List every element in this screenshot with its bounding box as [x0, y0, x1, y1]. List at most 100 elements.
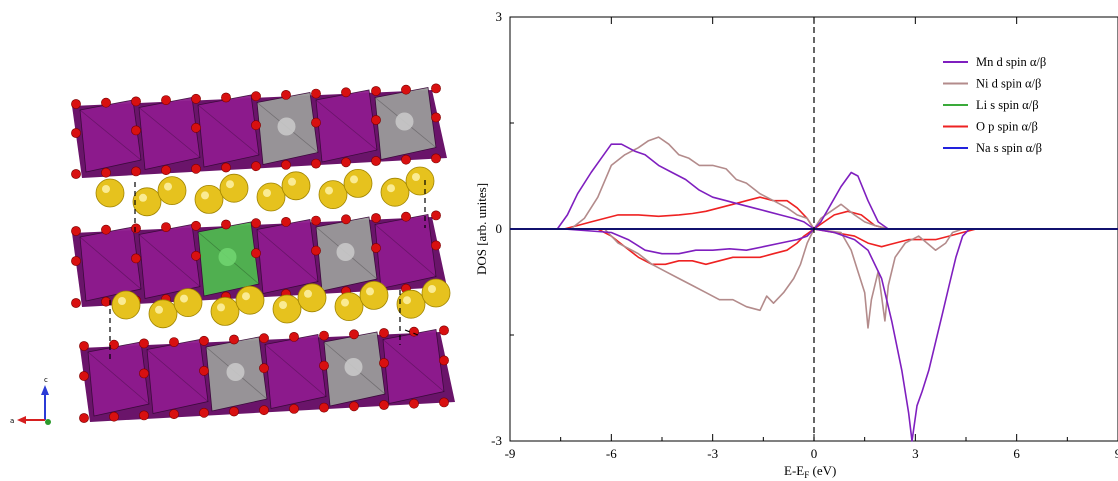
- oxygen-atom: [101, 167, 111, 178]
- mn-octahedron: [146, 339, 209, 414]
- oxygen-atom: [319, 360, 329, 371]
- x-axis-label: E-EF (eV): [784, 463, 836, 480]
- sodium-atom: [219, 173, 249, 203]
- oxygen-atom: [311, 117, 321, 128]
- oxygen-atom: [379, 358, 389, 368]
- sodium-atom: [173, 288, 203, 318]
- ni-atom: [395, 112, 414, 131]
- oxygen-atom: [161, 222, 171, 232]
- oxygen-atom: [401, 84, 411, 95]
- oxygen-atom: [191, 220, 201, 231]
- x-tick-label: 9: [1115, 446, 1118, 461]
- oxygen-atom: [109, 339, 119, 350]
- octahedral-layer: [71, 210, 447, 308]
- oxygen-atom: [341, 87, 351, 98]
- sodium-atom: [318, 180, 348, 210]
- sodium-layer: [111, 278, 451, 329]
- oxygen-atom: [131, 253, 141, 264]
- oxygen-atom: [101, 296, 111, 307]
- oxygen-atom: [319, 330, 329, 341]
- c-axis-label: c: [44, 376, 48, 384]
- sodium-atom: [396, 289, 426, 319]
- mn-octahedron: [138, 97, 201, 170]
- oxygen-atom: [221, 92, 231, 103]
- sodium-atom: [132, 187, 162, 217]
- sodium-atom: [359, 280, 389, 310]
- oxygen-atom: [79, 341, 89, 351]
- oxygen-atom: [71, 256, 81, 266]
- oxygen-atom: [259, 363, 269, 374]
- ni-atom: [344, 358, 363, 376]
- oxygen-atom: [131, 223, 141, 234]
- x-tick-label: 0: [811, 446, 818, 461]
- x-axis-label-subscript: F: [804, 470, 809, 480]
- legend-entry: O p spin α/β: [976, 120, 1038, 134]
- oxygen-atom: [199, 407, 209, 418]
- oxygen-atom: [281, 159, 291, 170]
- legend-entry: Li s spin α/β: [976, 98, 1039, 112]
- oxygen-atom: [439, 355, 449, 366]
- a-axis-label: a: [10, 417, 14, 425]
- sodium-atom: [272, 294, 302, 324]
- oxygen-atom: [319, 402, 329, 413]
- oxygen-atom: [139, 410, 149, 421]
- oxygen-atom: [191, 163, 201, 174]
- axis-indicator: c a: [10, 376, 51, 425]
- oxygen-atom: [409, 398, 419, 409]
- y-tick-label: 0: [496, 221, 503, 236]
- sodium-atom: [256, 182, 286, 212]
- oxygen-atom: [371, 243, 381, 253]
- mn-octahedron: [315, 89, 378, 163]
- oxygen-atom: [251, 120, 261, 131]
- oxygen-atom: [229, 406, 239, 417]
- oxygen-atom: [161, 165, 171, 175]
- dos-chart: -9 -6 -3 0 3 6 9 -3 0 3 Mn d spin α/β Ni d spin α/…: [474, 9, 1118, 480]
- oxygen-atom: [259, 405, 269, 416]
- mn-octahedron: [79, 226, 142, 302]
- oxygen-atom: [311, 88, 321, 99]
- x-tick-label: 6: [1013, 446, 1020, 461]
- oxygen-atom: [191, 122, 201, 133]
- oxygen-atom: [371, 86, 381, 96]
- series-line-mn-up: [510, 143, 1118, 230]
- sodium-atom: [95, 178, 125, 208]
- oxygen-atom: [349, 329, 359, 340]
- oxygen-atom: [311, 245, 321, 256]
- sodium-atom: [148, 299, 178, 329]
- mn-octahedron: [197, 94, 260, 168]
- sodium-atom: [380, 177, 410, 207]
- sodium-atom: [297, 283, 327, 313]
- sodium-atom: [405, 166, 435, 196]
- oxygen-atom: [311, 158, 321, 169]
- oxygen-atom: [229, 334, 239, 345]
- series-line-mn-down: [510, 228, 1118, 442]
- oxygen-atom: [71, 99, 81, 109]
- x-tick-label: -3: [707, 446, 718, 461]
- oxygen-atom: [379, 328, 389, 338]
- oxygen-atom: [371, 213, 381, 223]
- oxygen-atom: [251, 161, 261, 172]
- x-tick-label: 3: [912, 446, 919, 461]
- x-tick-label: -9: [505, 446, 516, 461]
- ni-atom: [336, 243, 355, 261]
- oxygen-atom: [131, 96, 141, 107]
- legend-entry: Mn d spin α/β: [976, 55, 1046, 69]
- oxygen-atom: [109, 411, 119, 422]
- oxygen-atom: [71, 298, 81, 308]
- oxygen-atom: [221, 162, 231, 173]
- oxygen-atom: [161, 95, 171, 105]
- sodium-atom: [343, 168, 373, 198]
- oxygen-atom: [439, 397, 449, 408]
- ni-atom: [226, 363, 245, 381]
- sodium-atom: [235, 285, 265, 315]
- sodium-atom: [334, 292, 364, 322]
- oxygen-atom: [221, 219, 231, 230]
- oxygen-atom: [191, 250, 201, 261]
- oxygen-atom: [401, 211, 411, 222]
- axes-group: -9 -6 -3 0 3 6 9 -3 0 3: [491, 9, 1118, 461]
- x-tick-label: -6: [606, 446, 617, 461]
- mn-octahedron: [138, 224, 201, 299]
- oxygen-atom: [371, 115, 381, 125]
- oxygen-atom: [71, 169, 81, 179]
- sodium-atom: [210, 296, 240, 326]
